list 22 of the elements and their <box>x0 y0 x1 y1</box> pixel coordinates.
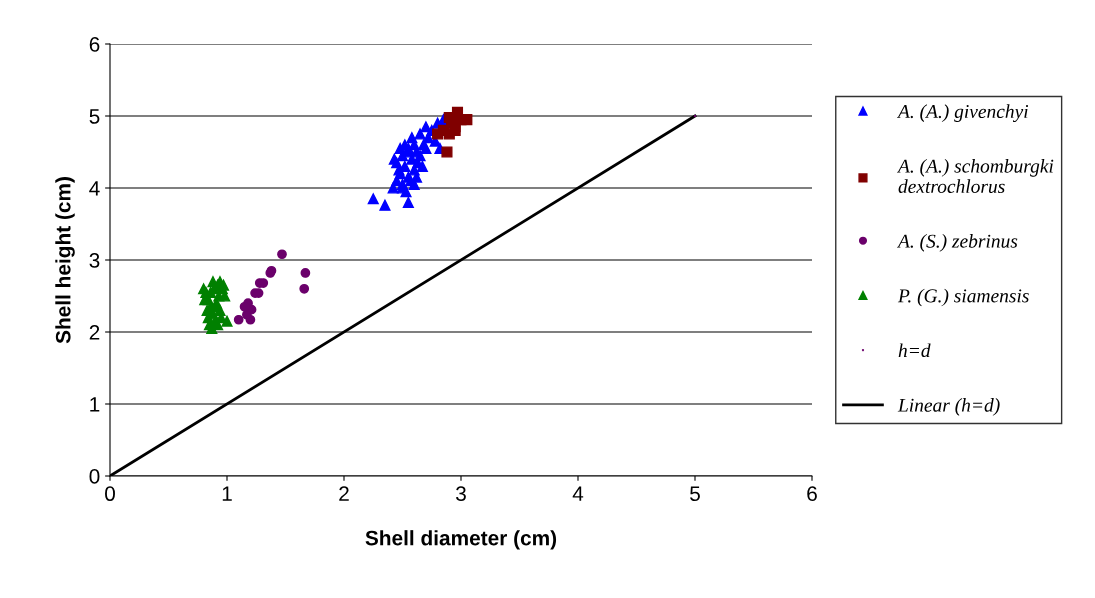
y-tick-label: 4 <box>89 181 100 196</box>
y-tick-label: 6 <box>89 37 100 52</box>
x-tick-label: 6 <box>807 486 817 502</box>
legend-label: P. (G.) siamensis <box>897 288 1029 307</box>
x-tick-label: 2 <box>339 486 349 501</box>
x-tick-label: 0 <box>105 486 115 502</box>
y-axis-title: Shell height (cm) <box>55 177 75 344</box>
legend-label: Linear (h=d) <box>897 398 1000 416</box>
x-axis-title: Shell diameter (cm) <box>365 530 557 550</box>
y-tick-label: 5 <box>89 109 100 124</box>
x-tick-label: 5 <box>690 486 700 502</box>
x-tick-label: 3 <box>456 486 466 502</box>
legend-label: A. (S.) zebrinus <box>896 234 1018 252</box>
y-tick-label: 0 <box>89 469 100 484</box>
y-tick-label: 2 <box>89 325 100 340</box>
legend-label: A. (A.) schomburgki dextrochlorus <box>896 159 1054 194</box>
x-tick-label: 1 <box>222 486 232 501</box>
y-tick-label: 3 <box>89 253 100 268</box>
y-tick-label: 1 <box>90 397 100 412</box>
legend-label: h=d <box>898 343 931 358</box>
x-tick-label: 4 <box>572 486 584 501</box>
legend-label: A. (A.) givenchyi <box>896 104 1029 123</box>
